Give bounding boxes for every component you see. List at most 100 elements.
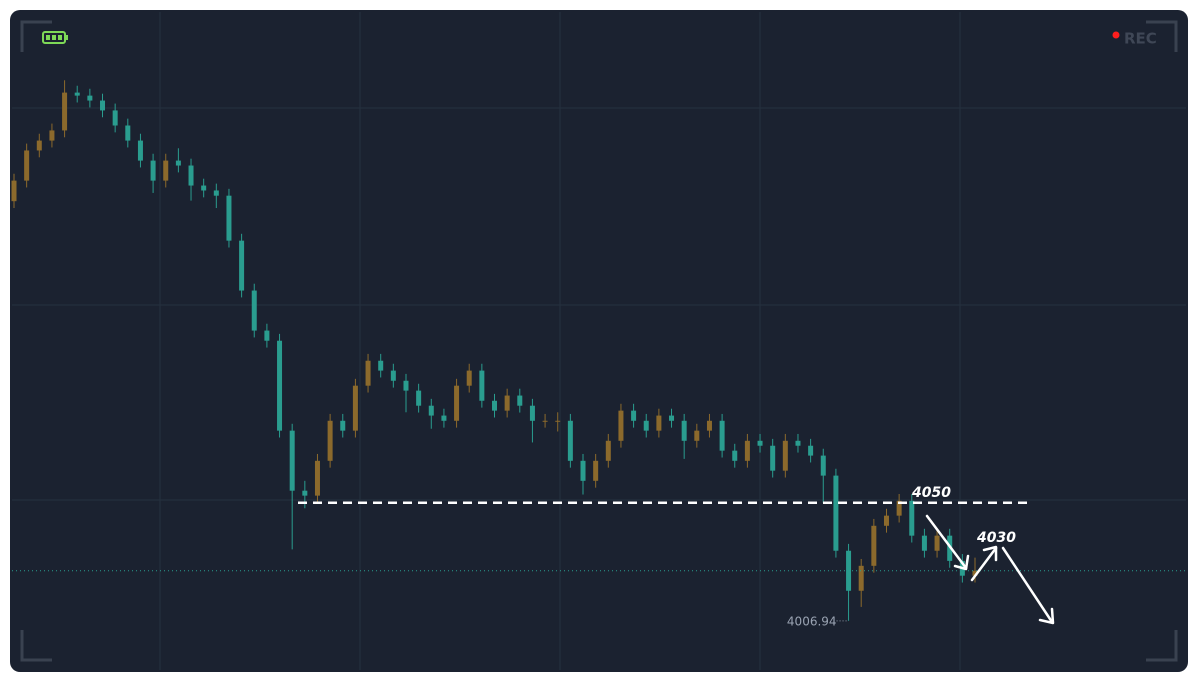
candle-body <box>871 525 877 566</box>
candle-body <box>226 195 232 241</box>
candle-body <box>909 500 915 536</box>
corner <box>20 20 52 52</box>
candle-body <box>213 190 219 196</box>
candle-body <box>201 185 207 191</box>
grid <box>12 12 1186 670</box>
arrows <box>925 514 1055 625</box>
candle-body <box>542 420 548 422</box>
candle-body <box>504 395 510 411</box>
candle-body <box>517 395 523 406</box>
candle-body <box>618 410 624 441</box>
low-label: 4006.94 <box>787 614 837 628</box>
candle-body <box>327 420 333 461</box>
candle-body <box>631 410 637 421</box>
arrow <box>970 546 998 582</box>
battery-icon <box>42 31 68 44</box>
candle-body <box>175 160 181 166</box>
candle-body <box>24 150 30 181</box>
arrow <box>925 514 968 570</box>
candle-body <box>605 440 611 461</box>
corner <box>1146 20 1178 52</box>
candle-body <box>390 370 396 381</box>
candle-body <box>416 390 422 406</box>
candle-body <box>163 160 169 181</box>
candle-body <box>365 360 371 386</box>
candle-body <box>555 420 561 422</box>
candle-body <box>858 565 864 591</box>
candle-body <box>49 130 55 141</box>
candle-body <box>656 415 662 431</box>
candle-body <box>74 92 80 96</box>
candle-body <box>492 400 497 411</box>
candle-body <box>36 140 42 151</box>
candle-body <box>188 165 194 186</box>
candle-body <box>808 445 814 456</box>
candle-body <box>795 440 801 446</box>
candle-body <box>277 340 283 431</box>
candle-body <box>11 180 17 202</box>
candle-body <box>428 405 434 416</box>
candle-body <box>466 370 472 386</box>
candle-body <box>921 535 927 551</box>
candle-body <box>314 460 320 496</box>
corner <box>20 630 52 662</box>
battery-body <box>42 31 66 44</box>
candle-body <box>694 430 700 441</box>
battery-cell <box>52 35 56 40</box>
target-label: 4030 <box>976 530 1016 546</box>
candle-body <box>264 330 270 341</box>
candle-body <box>289 430 295 491</box>
candle-body <box>669 415 675 421</box>
arrow <box>1001 546 1054 624</box>
candle-body <box>302 490 308 496</box>
candle-body <box>87 95 93 101</box>
battery-cell <box>58 35 62 40</box>
candle-body <box>352 385 358 431</box>
candle-body <box>112 110 118 126</box>
candle-body <box>770 445 776 471</box>
candle-body <box>706 420 712 431</box>
candles <box>11 80 978 621</box>
candle-body <box>137 140 143 161</box>
candle-body <box>833 475 839 551</box>
resistance-label: 4050 <box>911 485 951 501</box>
candle-body <box>479 370 485 401</box>
candle-body <box>896 500 902 516</box>
battery-cell <box>46 35 50 40</box>
candle-body <box>378 360 384 371</box>
rec-label: REC <box>1124 30 1157 48</box>
candle-body <box>340 420 346 431</box>
candle-body <box>593 460 599 481</box>
chart-panel <box>10 10 1188 672</box>
arrow-head <box>982 545 998 562</box>
arrow-head <box>1038 607 1055 625</box>
candle-body <box>567 420 573 461</box>
candle-body <box>454 385 460 421</box>
battery-tip <box>66 35 68 40</box>
corner <box>1146 630 1178 662</box>
corner-brackets <box>20 20 1178 662</box>
candle-body <box>125 125 131 141</box>
candle-body <box>719 420 725 451</box>
candle-body <box>251 290 257 331</box>
candle-body <box>820 455 826 476</box>
candle-body <box>782 440 788 471</box>
candle-body <box>681 420 687 441</box>
arrow-head <box>953 554 970 571</box>
candle-body <box>580 460 586 481</box>
candle-body <box>934 535 940 551</box>
candle-body <box>744 440 750 461</box>
candle-body <box>643 420 649 431</box>
overlay: 4006.94 4050 4030 <box>12 485 1186 628</box>
candle-body <box>529 405 535 421</box>
candle-body <box>100 100 106 111</box>
candle-body <box>972 570 978 576</box>
candle-body <box>441 415 447 421</box>
candle-body <box>150 160 156 181</box>
candle-body <box>883 515 889 526</box>
candle-body <box>62 92 68 131</box>
candle-body <box>757 440 763 446</box>
candle-body <box>732 450 738 461</box>
candle-body <box>403 380 409 391</box>
